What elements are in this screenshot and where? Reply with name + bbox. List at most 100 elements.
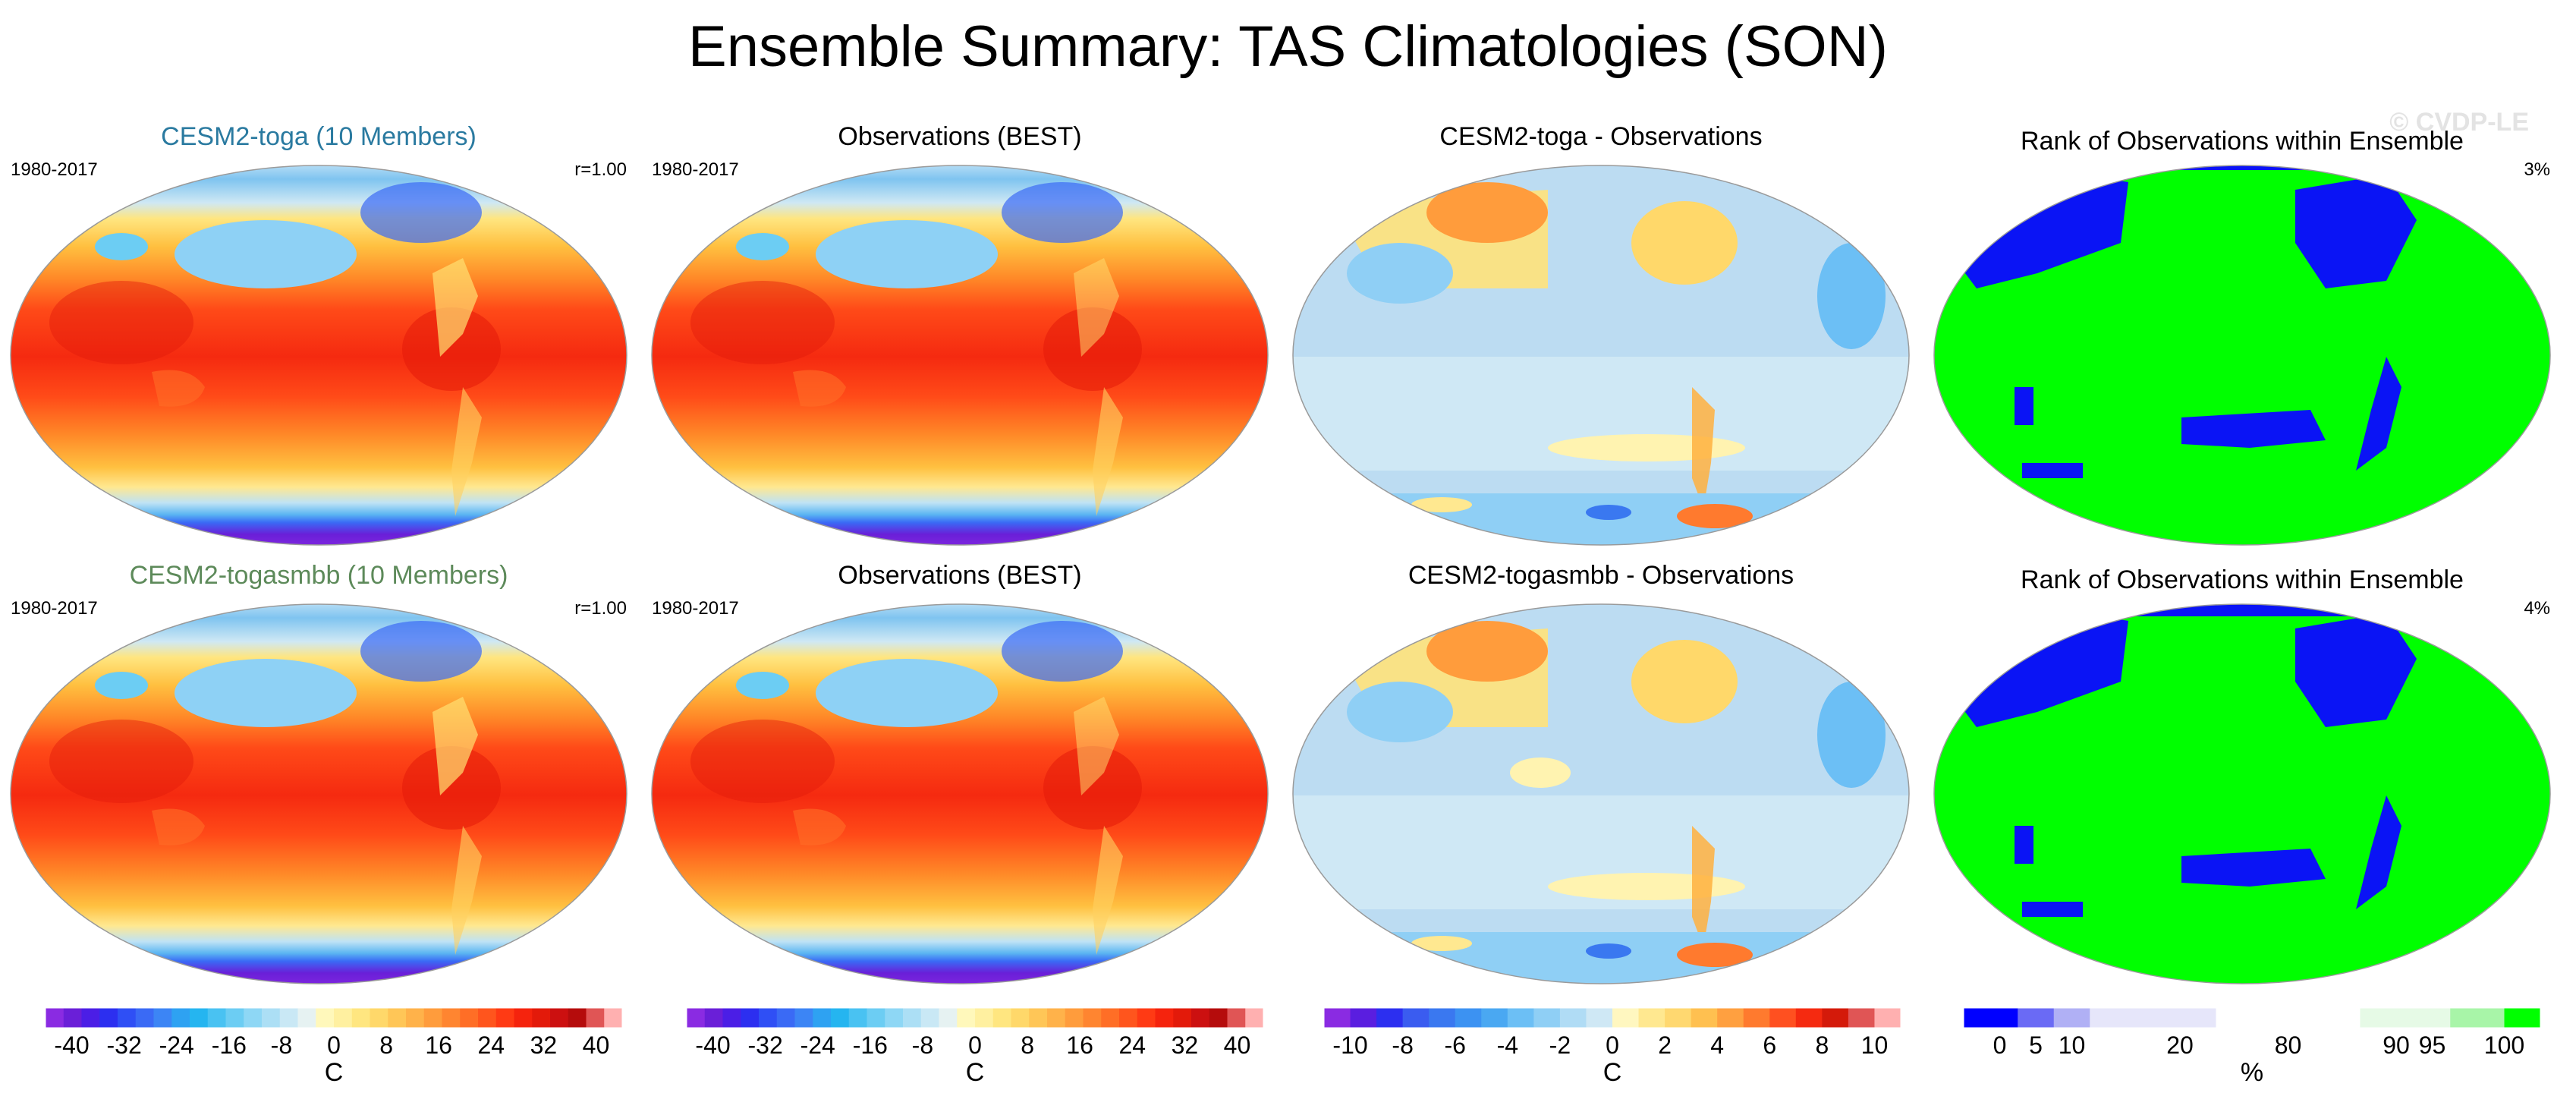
colorbar-swatch	[1209, 1008, 1228, 1028]
colorbar-swatch	[1376, 1008, 1404, 1028]
map-rank-2	[1933, 603, 2551, 984]
map-outline	[1933, 165, 2551, 546]
map-cesm2-toga-difference	[1292, 165, 1910, 546]
colorbar-climatology-2: -40 -32 -24 -16 -8 0 8 16 24 32 40 C	[686, 1007, 1264, 1099]
colorbar-swatch	[351, 1008, 370, 1028]
colorbar-swatch	[722, 1008, 741, 1028]
colorbar-swatch	[1848, 1008, 1875, 1028]
colorbar-swatch	[831, 1008, 850, 1028]
colorbar-swatch	[1065, 1008, 1084, 1028]
colorbar-tick-label: 95	[2419, 1032, 2446, 1059]
panel-title: Observations (BEST)	[838, 122, 1082, 151]
colorbar-swatch	[604, 1008, 623, 1028]
colorbar-swatch	[153, 1008, 172, 1028]
colorbar-swatch	[2360, 1008, 2451, 1028]
colorbar-tick-label: 100	[2484, 1032, 2524, 1059]
colorbar-swatch	[1402, 1008, 1430, 1028]
colorbar-swatch	[1795, 1008, 1823, 1028]
colorbar-swatch	[442, 1008, 461, 1028]
colorbar-swatch	[135, 1008, 154, 1028]
colorbar-swatch	[81, 1008, 100, 1028]
colorbar-tick-label: 40	[1224, 1032, 1251, 1059]
panel-title: Rank of Observations within Ensemble	[2021, 565, 2464, 594]
panel-period: 1980-2017	[652, 159, 739, 180]
colorbar-swatch	[687, 1008, 706, 1028]
colorbar-swatch	[885, 1008, 904, 1028]
panel-period: 1980-2017	[652, 598, 739, 619]
colorbar-swatch	[388, 1008, 407, 1028]
colorbar-swatch	[495, 1008, 514, 1028]
figure-title: Ensemble Summary: TAS Climatologies (SON…	[688, 14, 1888, 79]
colorbar-swatch	[225, 1008, 244, 1028]
colorbar-units: %	[2240, 1058, 2264, 1087]
map-outline	[651, 603, 1269, 984]
colorbar-swatch	[478, 1008, 497, 1028]
colorbar-swatch	[1559, 1008, 1587, 1028]
panel-cesm2-toga-climatology: CESM2-toga (10 Members) 1980-2017 r=1.00	[8, 121, 630, 562]
colorbar-swatch	[776, 1008, 795, 1028]
colorbar-swatch	[1769, 1008, 1797, 1028]
colorbar-tick-label: -16	[853, 1032, 888, 1059]
colorbar-swatch	[1612, 1008, 1640, 1028]
panel-cesm2-togasmbb-difference: CESM2-togasmbb - Observations	[1290, 560, 1912, 1000]
colorbar-climatology-1: -40 -32 -24 -16 -8 0 8 16 24 32 40 C	[45, 1007, 623, 1099]
colorbar-swatch	[2216, 1008, 2361, 1028]
colorbar-tick-label: 10	[1861, 1032, 1889, 1059]
colorbar-tick-label: -4	[1497, 1032, 1518, 1059]
colorbar-swatch	[957, 1008, 976, 1028]
colorbar-swatch	[903, 1008, 922, 1028]
map-field	[1293, 604, 1909, 984]
map-cesm2-togasmbb-climatology	[10, 603, 627, 984]
map-field	[652, 165, 1268, 545]
colorbar-swatch	[1119, 1008, 1138, 1028]
panel-title: CESM2-toga (10 Members)	[161, 122, 477, 151]
colorbar-swatch	[118, 1008, 137, 1028]
colorbar-tick-label: 0	[1993, 1032, 2007, 1059]
colorbar-swatch	[568, 1008, 587, 1028]
colorbar-tick-label: -16	[212, 1032, 247, 1059]
colorbar-swatch	[244, 1008, 263, 1028]
colorbar-swatch	[2504, 1008, 2541, 1028]
colorbar-swatch	[1533, 1008, 1561, 1028]
colorbar-rank: 0 5 10 20 80 90 95 100 %	[1963, 1007, 2541, 1099]
colorbar-tick-label: 90	[2383, 1032, 2410, 1059]
colorbar-swatch	[920, 1008, 939, 1028]
colorbar-swatch	[1047, 1008, 1066, 1028]
colorbar-swatch	[406, 1008, 425, 1028]
map-cesm2-togasmbb-difference	[1292, 603, 1910, 984]
panel-title: CESM2-togasmbb - Observations	[1408, 561, 1794, 590]
colorbar-swatch	[794, 1008, 813, 1028]
panel-correlation: r=1.00	[574, 598, 627, 619]
colorbar-swatch	[759, 1008, 778, 1028]
map-field	[11, 604, 627, 984]
colorbar-swatch	[370, 1008, 388, 1028]
colorbar-swatch	[975, 1008, 994, 1028]
panel-observations-2: Observations (BEST) 1980-2017	[649, 560, 1271, 1000]
colorbar-tick-label: 32	[530, 1032, 558, 1059]
colorbar-tick-label: 0	[968, 1032, 982, 1059]
colorbar-swatch	[532, 1008, 551, 1028]
colorbar-tick-label: 8	[1021, 1032, 1034, 1059]
colorbar-swatch	[297, 1008, 316, 1028]
panel-period: 1980-2017	[11, 159, 98, 180]
colorbar-swatch	[1155, 1008, 1174, 1028]
colorbar-swatch	[813, 1008, 832, 1028]
colorbar-swatch	[1101, 1008, 1120, 1028]
colorbar-swatch	[1227, 1008, 1246, 1028]
colorbar-swatch	[1324, 1008, 1351, 1028]
colorbar-swatch	[423, 1008, 442, 1028]
panel-rank-1: Rank of Observations within Ensemble 3%	[1931, 121, 2553, 562]
colorbar-swatch	[262, 1008, 281, 1028]
colorbar-swatch	[316, 1008, 335, 1028]
map-field	[1934, 165, 2550, 545]
colorbar-swatch	[99, 1008, 118, 1028]
colorbar-swatch	[586, 1008, 605, 1028]
colorbar-swatch	[1507, 1008, 1534, 1028]
map-outline	[10, 603, 627, 984]
colorbar-swatch	[1350, 1008, 1377, 1028]
colorbar-tick-label: -40	[695, 1032, 730, 1059]
colorbar-tick-label: 4	[1710, 1032, 1724, 1059]
colorbar-swatch	[1029, 1008, 1048, 1028]
colorbar-swatch	[704, 1008, 723, 1028]
colorbar-tick-label: -8	[1392, 1032, 1413, 1059]
